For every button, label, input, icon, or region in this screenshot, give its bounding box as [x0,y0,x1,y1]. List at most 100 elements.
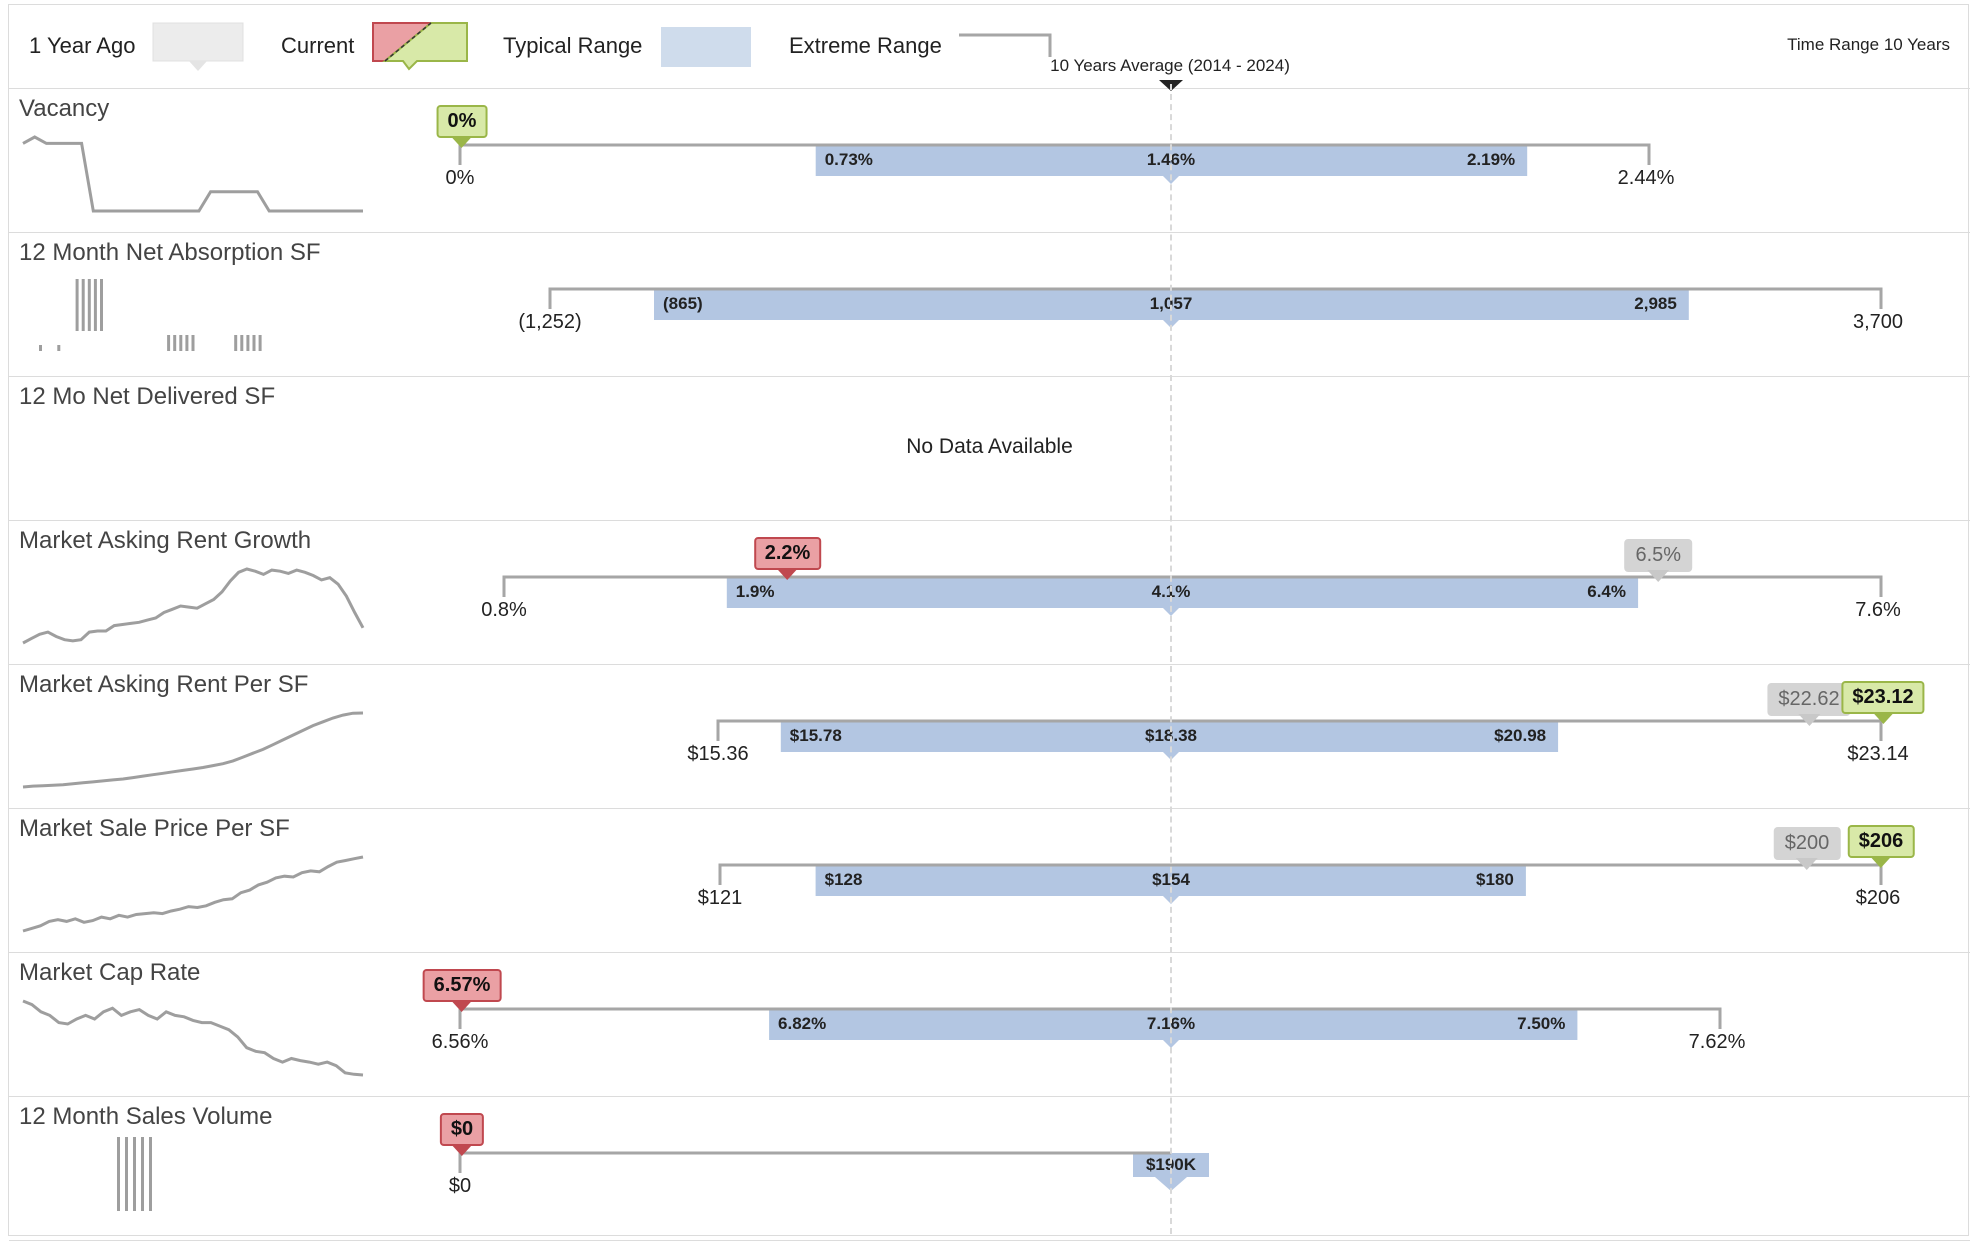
sparkline-bar [100,279,103,331]
extreme-min-label: 0% [445,167,475,189]
metric-row: 12 Month Net Absorption SF (1,252) 3,700 (8… [9,233,1970,377]
sparkline-path [22,567,365,645]
typical-low-label: 1.9% [735,582,775,601]
sparkline-bar [75,279,79,331]
average-line [1170,84,1172,1234]
current-callout: $0 [439,1113,485,1146]
metric-row: Vacancy 0% 2.44% 0.73% 1.46% 2.19% 0% [9,89,1970,233]
no-data-message: No Data Available [906,435,1073,458]
sparkline-bar [173,335,177,351]
range-bar [716,719,1883,760]
average-label: 10 Years Average (2014 - 2024) [1050,56,1290,75]
metric-row: Market Sale Price Per SF $121 $206 $128 $154… [9,809,1970,953]
typical-high-label: $20.98 [1494,726,1547,745]
extreme-max-label: 3,700 [1852,311,1904,333]
metric-title: Vacancy [19,95,110,122]
metric-title: Market Asking Rent Growth [19,527,312,554]
sparkline-bar [179,335,183,351]
typical-low-label: $128 [824,870,863,889]
range-bar [458,1007,1722,1048]
metric-title: 12 Month Net Absorption SF [19,239,321,266]
sparkline-bar [258,335,262,351]
extreme-range-line [548,287,1883,309]
typical-low-label: (865) [663,294,703,313]
sparkline-bar [167,335,171,351]
sparkline [117,1137,152,1211]
extreme-range-line [502,575,1883,597]
metric-title: 12 Month Sales Volume [19,1103,273,1130]
sparkline-bar [81,279,85,331]
sparkline-bar [133,1137,136,1211]
market-comparison-panel: 1 Year Ago Current Typical Range Extreme… [8,4,1970,1241]
sparkline-bar [125,1137,128,1211]
metric-row: Market Asking Rent Per SF $15.36 $23.14 $15… [9,665,1970,809]
current-callout: $23.12 [1841,681,1925,714]
legend-typical-range-label: Typical Range [503,33,643,58]
metric-title: Market Sale Price Per SF [19,815,290,842]
current-callout: 6.57% [422,969,502,1002]
sparkline-bar [252,335,256,351]
sparkline-bar [246,335,250,351]
typical-high-label: 6.4% [1587,582,1626,601]
sparkline-bar [39,345,42,351]
extreme-range-line [458,143,1651,165]
extreme-max-label: $206 [1855,887,1901,909]
metric-row: 12 Month Sales Volume $0 $190K $0 [9,1097,1970,1241]
sparkline-bar [57,345,61,351]
metric-row: Market Asking Rent Growth 0.8% 7.6% 1.9% 4.1… [9,521,1970,665]
one-year-ago-callout: $200 [1773,827,1841,860]
current-callout: 0% [436,105,488,138]
sparkline [22,855,364,933]
extreme-min-label: 0.8% [481,599,527,621]
typical-range-bar [769,1009,1578,1040]
metric-title: 12 Mo Net Delivered SF [19,383,276,410]
legend-one-year-ago-swatch [152,22,244,71]
extreme-min-label: $0 [448,1175,472,1197]
current-callout: 2.2% [753,537,822,570]
sparkline-path [22,855,364,933]
time-range-label: Time Range 10 Years [1787,35,1950,54]
legend-current-label: Current [281,33,355,58]
extreme-max-label: 7.6% [1855,599,1901,621]
sparkline-path [22,999,364,1077]
typical-low-label: 6.82% [778,1014,827,1033]
range-bar [718,863,1883,904]
sparkline-bar [141,1137,144,1211]
sparkline [22,711,364,789]
typical-range-bar [780,721,1559,752]
sparkline [22,567,365,645]
extreme-range-line [716,719,1883,741]
sparkline-path [22,135,363,213]
typical-low-label: 0.73% [824,150,873,169]
typical-high-label: 2,985 [1634,294,1677,313]
typical-high-label: 2.19% [1466,150,1516,169]
one-year-ago-callout: 6.5% [1624,539,1693,572]
extreme-min-label: $121 [697,887,743,909]
sparkline-bar [117,1137,120,1211]
legend-current-swatch [372,22,468,71]
typical-high-label: 7.50% [1517,1014,1566,1033]
metric-title: Market Asking Rent Per SF [19,671,309,698]
range-bar [458,143,1651,184]
sparkline [39,279,262,351]
range-bar [502,575,1883,616]
extreme-min-label: 6.56% [431,1031,489,1053]
sparkline-bar [240,335,244,351]
sparkline [22,999,364,1077]
sparkline-path [22,711,364,789]
sparkline-bar [87,279,91,331]
legend-extreme-range-label: Extreme Range [789,33,942,58]
sparkline-bar [234,335,238,351]
sparkline-bar [185,335,189,351]
extreme-min-label: (1,252) [518,311,582,333]
sparkline-bar [149,1137,152,1211]
legend-one-year-ago-label: 1 Year Ago [29,33,136,58]
sparkline-bar [93,279,97,331]
legend-extreme-range-swatch [959,33,1052,57]
legend-typical-range-swatch [661,27,751,67]
range-bar [458,1151,1209,1191]
metric-row: 12 Mo Net Delivered SF No Data Available [9,377,1970,521]
metric-row: Market Cap Rate 6.56% 7.62% 6.82% 7.16% 7.50%… [9,953,1970,1097]
current-callout: $206 [1847,825,1915,858]
extreme-range-line [458,1151,1171,1173]
